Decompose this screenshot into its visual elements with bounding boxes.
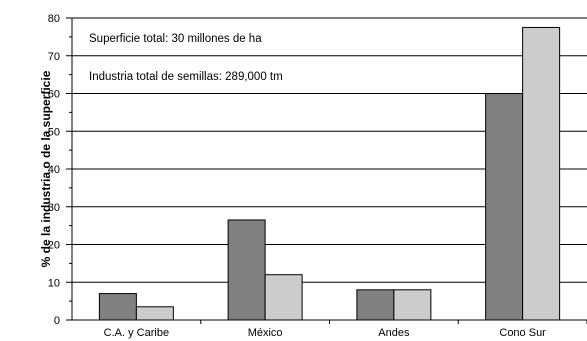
y-tick-label: 70 [48, 51, 60, 63]
bar-series1-1 [227, 219, 266, 321]
y-tick-label: 20 [48, 240, 60, 252]
bar-series2-1 [264, 274, 303, 321]
gridlines [72, 17, 587, 283]
y-tick-labels: 0 10 20 30 40 50 60 70 80 [48, 13, 60, 327]
y-tick-label: 50 [48, 126, 60, 138]
y-tick-label: 0 [54, 315, 60, 327]
x-category-label: Andes [378, 327, 410, 339]
axes [66, 17, 587, 324]
x-category-label: México [248, 327, 283, 339]
bar-series2-0 [135, 306, 174, 321]
bar-series1-3 [485, 93, 524, 321]
bars [98, 26, 561, 321]
bar-series2-2 [393, 289, 432, 321]
y-tick-label: 40 [48, 164, 60, 176]
bar-series1-0 [98, 293, 137, 321]
annotation-surface-total: Superficie total: 30 millones de ha [89, 33, 262, 45]
bar-series2-3 [522, 26, 561, 321]
annotation-seed-industry: Industria total de semillas: 289,000 tm [89, 71, 283, 83]
y-tick-label: 10 [48, 277, 60, 289]
bar-series1-2 [356, 289, 395, 321]
x-category-label: Cono Sur [499, 327, 546, 339]
y-axis-title: % de la industria o de la superficie [39, 70, 53, 267]
x-category-labels: C.A. y Caribe México Andes Cono Sur [104, 327, 547, 339]
y-tick-label: 80 [48, 13, 60, 25]
y-tick-label: 60 [48, 89, 60, 101]
y-tick-label: 30 [48, 202, 60, 214]
x-category-label: C.A. y Caribe [104, 327, 169, 339]
